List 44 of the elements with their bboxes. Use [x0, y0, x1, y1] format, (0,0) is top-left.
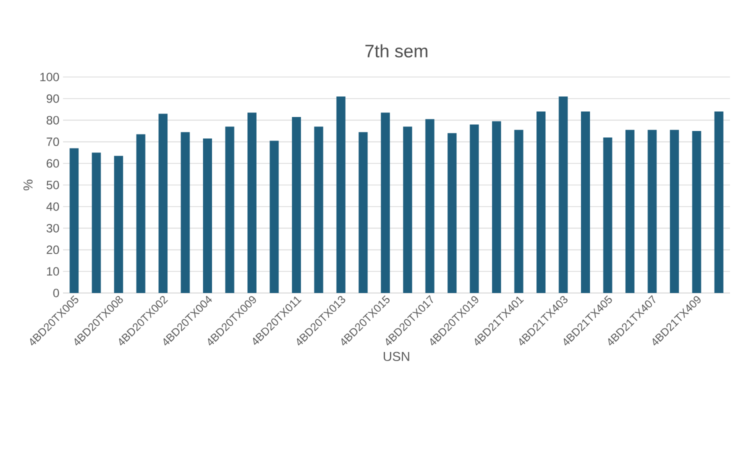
bar — [92, 152, 101, 293]
bar — [603, 137, 612, 293]
bar — [403, 126, 412, 293]
bar — [670, 130, 679, 293]
bar — [158, 114, 168, 293]
y-tick-label: 40 — [46, 202, 60, 211]
bar — [180, 132, 190, 293]
y-tick-label: 0 — [53, 288, 60, 298]
bar — [536, 112, 546, 293]
bar — [114, 156, 124, 293]
bar — [380, 112, 390, 293]
y-tick-label: 20 — [46, 246, 60, 254]
bar — [425, 119, 434, 293]
y-tick-label: 80 — [46, 116, 60, 124]
y-tick-label: 10 — [47, 267, 60, 276]
y-tick-label: 90 — [46, 94, 60, 103]
y-tick-label: 100 — [40, 72, 59, 82]
bar — [558, 96, 568, 293]
y-tick-label: 50 — [46, 180, 60, 190]
chart-title: 7th sem — [365, 44, 428, 58]
bar — [470, 124, 479, 293]
bar — [336, 96, 346, 293]
bar — [203, 138, 212, 293]
y-tick-label: 70 — [46, 138, 60, 146]
bar — [514, 130, 524, 293]
bar — [314, 126, 324, 293]
bar — [225, 126, 234, 293]
bar — [292, 116, 301, 293]
bar — [448, 133, 457, 293]
bar — [648, 130, 657, 293]
bar — [625, 130, 634, 293]
y-tick-label: 60 — [46, 159, 60, 168]
x-axis-title: USN — [384, 352, 410, 362]
bar — [136, 134, 146, 293]
bar — [692, 131, 702, 293]
bar — [358, 132, 368, 293]
bar — [714, 112, 724, 293]
bar — [580, 112, 590, 293]
bar — [270, 140, 279, 293]
bar — [70, 148, 79, 293]
y-tick-label: 30 — [46, 224, 60, 232]
bar — [492, 121, 502, 293]
bar — [247, 112, 256, 293]
y-axis-title: % — [23, 180, 33, 190]
